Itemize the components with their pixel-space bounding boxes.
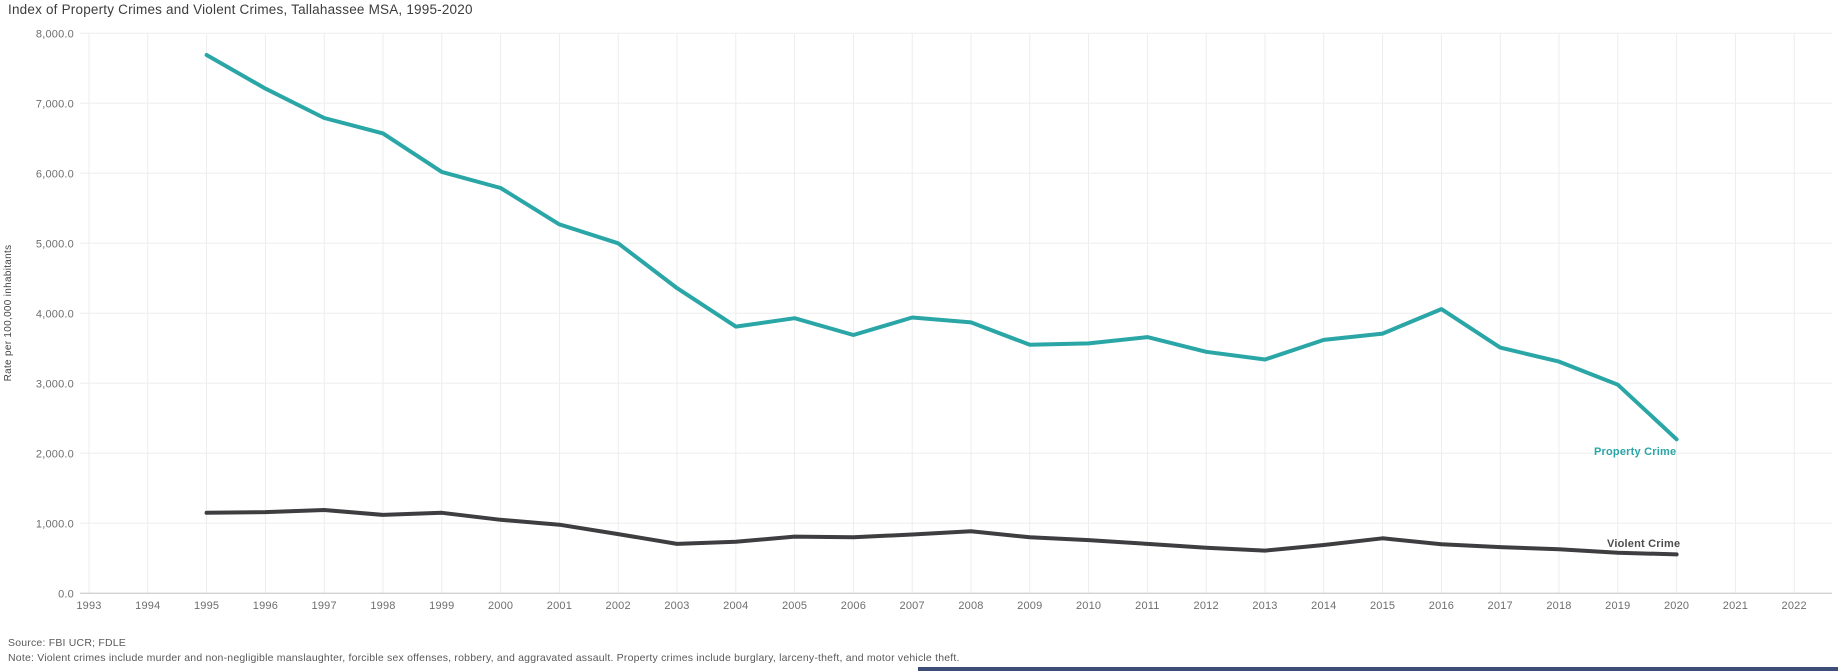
svg-text:1993: 1993 (76, 600, 101, 612)
svg-text:2010: 2010 (1076, 600, 1101, 612)
svg-text:2001: 2001 (547, 600, 572, 612)
svg-text:2019: 2019 (1605, 600, 1630, 612)
svg-text:3,000.0: 3,000.0 (36, 378, 74, 390)
chart-title: Index of Property Crimes and Violent Cri… (8, 2, 473, 17)
svg-text:2,000.0: 2,000.0 (36, 448, 74, 460)
svg-text:2009: 2009 (1017, 600, 1042, 612)
svg-text:2020: 2020 (1664, 600, 1689, 612)
svg-text:2004: 2004 (723, 600, 748, 612)
svg-text:6,000.0: 6,000.0 (36, 168, 74, 180)
svg-text:8,000.0: 8,000.0 (36, 28, 74, 40)
svg-text:1996: 1996 (253, 600, 278, 612)
svg-text:1,000.0: 1,000.0 (36, 518, 74, 530)
footer-bar (918, 667, 1838, 671)
series-lines (204, 53, 1679, 557)
svg-text:2006: 2006 (841, 600, 866, 612)
svg-text:2002: 2002 (606, 600, 631, 612)
svg-text:2018: 2018 (1546, 600, 1571, 612)
svg-text:2000: 2000 (488, 600, 513, 612)
gridlines-horizontal (80, 32, 1832, 524)
svg-text:1997: 1997 (312, 600, 337, 612)
svg-text:2005: 2005 (782, 600, 807, 612)
svg-text:2012: 2012 (1194, 600, 1219, 612)
x-tick-labels: 1993 1994 1995 1996 1997 1998 1999 2000 2001 2002… (76, 600, 1806, 612)
svg-text:1994: 1994 (135, 600, 160, 612)
svg-text:2017: 2017 (1488, 600, 1513, 612)
svg-text:2015: 2015 (1370, 600, 1395, 612)
svg-text:1999: 1999 (429, 600, 454, 612)
svg-text:2007: 2007 (900, 600, 925, 612)
note-text: Note: Violent crimes include murder and … (8, 652, 960, 664)
property-crime-line-label: Property Crime (1594, 446, 1677, 458)
svg-text:4,000.0: 4,000.0 (36, 308, 74, 320)
svg-text:1995: 1995 (194, 600, 219, 612)
svg-text:2003: 2003 (664, 600, 689, 612)
svg-text:2013: 2013 (1252, 600, 1277, 612)
svg-text:0.0: 0.0 (58, 588, 74, 600)
svg-text:7,000.0: 7,000.0 (36, 98, 74, 110)
svg-text:2014: 2014 (1311, 600, 1336, 612)
svg-text:2016: 2016 (1429, 600, 1454, 612)
violent-crime-line-label: Violent Crime (1607, 538, 1681, 550)
svg-text:2011: 2011 (1135, 600, 1159, 612)
svg-text:2021: 2021 (1723, 600, 1748, 612)
svg-text:2022: 2022 (1782, 600, 1807, 612)
svg-text:1998: 1998 (370, 600, 395, 612)
svg-text:5,000.0: 5,000.0 (36, 238, 74, 250)
svg-text:2008: 2008 (958, 600, 983, 612)
source-text: Source: FBI UCR; FDLE (8, 637, 126, 649)
y-tick-labels: 8,000.0 7,000.0 6,000.0 5,000.0 4,000.0 3,000… (36, 28, 74, 600)
